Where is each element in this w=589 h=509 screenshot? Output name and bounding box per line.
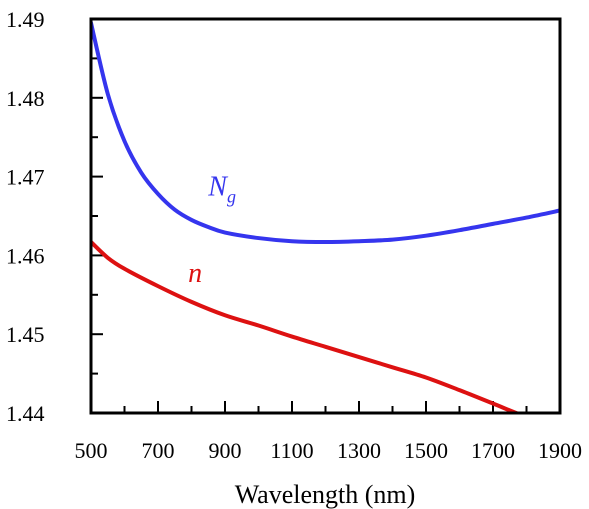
plot-frame	[89, 17, 562, 415]
y-tick-label: 1.48	[6, 86, 45, 111]
series-label-main: N	[207, 172, 228, 203]
x-tick-label: 1500	[404, 438, 448, 463]
x-axis-title: Wavelength (nm)	[235, 480, 416, 509]
series-label-n: n	[188, 258, 202, 289]
x-tick-label: 500	[75, 438, 108, 463]
x-tick-label: 900	[209, 438, 242, 463]
y-tick-label: 1.45	[6, 322, 45, 347]
y-axis-tick-labels: 1.44 1.45 1.46 1.47 1.48 1.49	[6, 7, 45, 426]
series-layer	[91, 20, 560, 413]
series-line-n	[91, 240, 522, 413]
y-axis-ticks	[91, 18, 103, 414]
y-tick-label: 1.47	[6, 165, 45, 190]
series-label-subscript: g	[227, 187, 236, 207]
series-line-ng	[91, 20, 560, 244]
series-label-ng: Ng	[207, 172, 236, 207]
y-tick-label: 1.44	[6, 401, 45, 426]
x-tick-label: 1100	[270, 438, 313, 463]
series-label-main: n	[188, 258, 202, 289]
series-labels: Ng n	[188, 172, 236, 290]
x-tick-label: 1700	[471, 438, 515, 463]
x-axis-tick-labels: 500 700 900 1100 1300 1500 1700 1900	[75, 438, 583, 463]
y-tick-label: 1.49	[6, 7, 45, 32]
x-tick-label: 1300	[337, 438, 381, 463]
x-tick-label: 700	[142, 438, 175, 463]
x-tick-label: 1900	[538, 438, 582, 463]
y-tick-label: 1.46	[6, 243, 45, 268]
